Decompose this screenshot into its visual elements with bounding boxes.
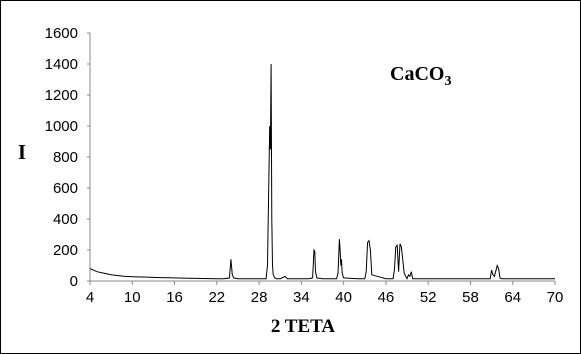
y-tick-label: 1400 <box>45 56 78 73</box>
y-tick-label: 200 <box>53 242 78 259</box>
x-axis-title: 2 TETA <box>271 316 336 337</box>
y-tick-label: 800 <box>53 149 78 166</box>
y-tick-label: 400 <box>53 211 78 228</box>
y-tick-label: 1600 <box>45 25 78 42</box>
y-tick-label: 1200 <box>45 87 78 104</box>
series-line <box>89 63 555 280</box>
x-tick-label: 34 <box>293 289 310 306</box>
x-tick-label: 40 <box>335 289 352 306</box>
x-tick-label: 58 <box>462 289 479 306</box>
x-tick-label: 46 <box>378 289 395 306</box>
x-tick-label: 10 <box>124 289 141 306</box>
x-tick-label: 70 <box>547 289 564 306</box>
x-tick-label: 4 <box>86 289 94 306</box>
annotation-subscript: 3 <box>444 74 451 89</box>
x-tick-label: 28 <box>251 289 268 306</box>
x-tick-label: 16 <box>166 289 183 306</box>
x-tick-label: 52 <box>420 289 437 306</box>
x-tick-label: 22 <box>208 289 225 306</box>
compound-annotation: CaCO3 <box>390 63 451 89</box>
y-tick-label: 1000 <box>45 118 78 135</box>
y-tick-label: 600 <box>53 180 78 197</box>
x-tick-label: 64 <box>504 289 521 306</box>
y-tick-label: 0 <box>70 273 78 290</box>
annotation-main: CaCO <box>390 63 444 85</box>
y-axis-title: I <box>18 140 26 164</box>
